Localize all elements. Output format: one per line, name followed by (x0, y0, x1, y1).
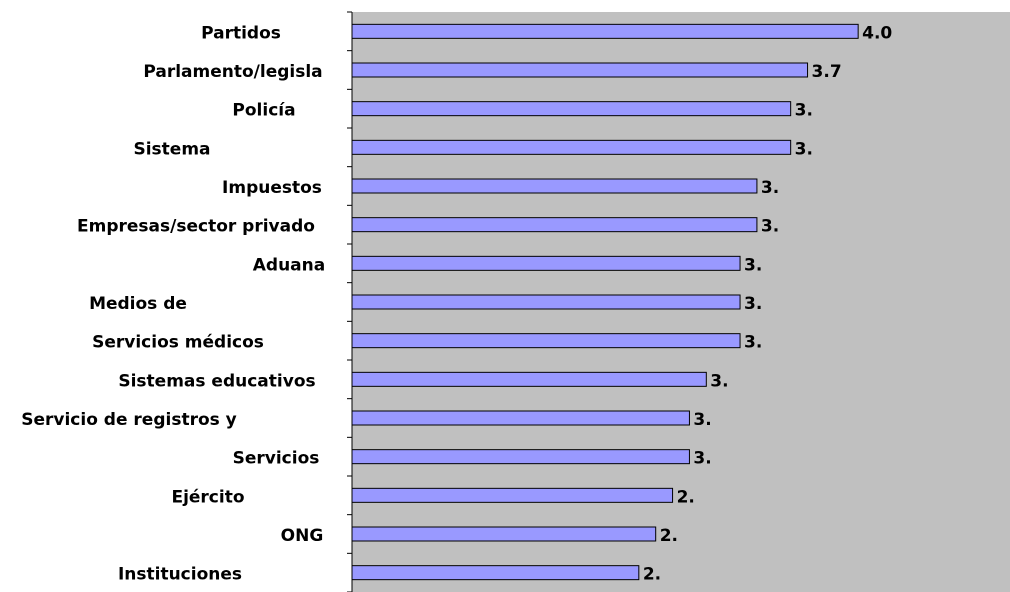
y-tick-label: Empresas/sector privado (77, 217, 315, 237)
bar (351, 565, 640, 581)
y-tick-label: Medios de (89, 294, 187, 314)
bar (351, 449, 690, 465)
y-tick-label: Ejército (171, 487, 244, 507)
bar (351, 217, 758, 233)
y-tick-label: Servicios (233, 449, 320, 469)
value-label: 3. (744, 333, 762, 353)
bar (351, 23, 859, 39)
bar (351, 333, 741, 349)
value-label: 3. (710, 371, 728, 391)
y-tick-label: Impuestos (222, 178, 322, 198)
y-tick-label: Sistema (133, 139, 210, 159)
bar (351, 101, 792, 117)
y-tick-label: Servicio de registros y (21, 410, 237, 430)
y-tick-label: Instituciones (118, 565, 242, 585)
y-tick-label: Aduana (253, 255, 325, 275)
bar (351, 526, 657, 542)
value-label: 3. (744, 294, 762, 314)
bar (351, 410, 690, 426)
value-label: 3. (693, 449, 711, 469)
value-label: 3. (744, 255, 762, 275)
y-tick-label: ONG (281, 526, 324, 546)
bar (351, 294, 741, 310)
bar (351, 487, 674, 503)
y-tick-label: Policía (232, 101, 295, 121)
value-label: 3.7 (812, 62, 842, 82)
y-tick-label: Sistemas educativos (118, 371, 315, 391)
bar (351, 178, 758, 194)
value-label: 2. (643, 565, 661, 585)
value-label: 3. (693, 410, 711, 430)
value-label: 3. (795, 139, 813, 159)
value-label: 4.0 (862, 23, 892, 43)
bar (351, 255, 741, 271)
y-tick-label: Servicios médicos (92, 333, 264, 353)
bar (351, 62, 809, 78)
value-label: 2. (660, 526, 678, 546)
value-label: 3. (795, 101, 813, 121)
value-label: 3. (761, 217, 779, 237)
value-label: 2. (677, 487, 695, 507)
value-label: 3. (761, 178, 779, 198)
y-tick-label: Partidos (201, 23, 281, 43)
bar (351, 371, 707, 387)
y-tick-label: Parlamento/legisla (143, 62, 322, 82)
bar (351, 139, 792, 155)
